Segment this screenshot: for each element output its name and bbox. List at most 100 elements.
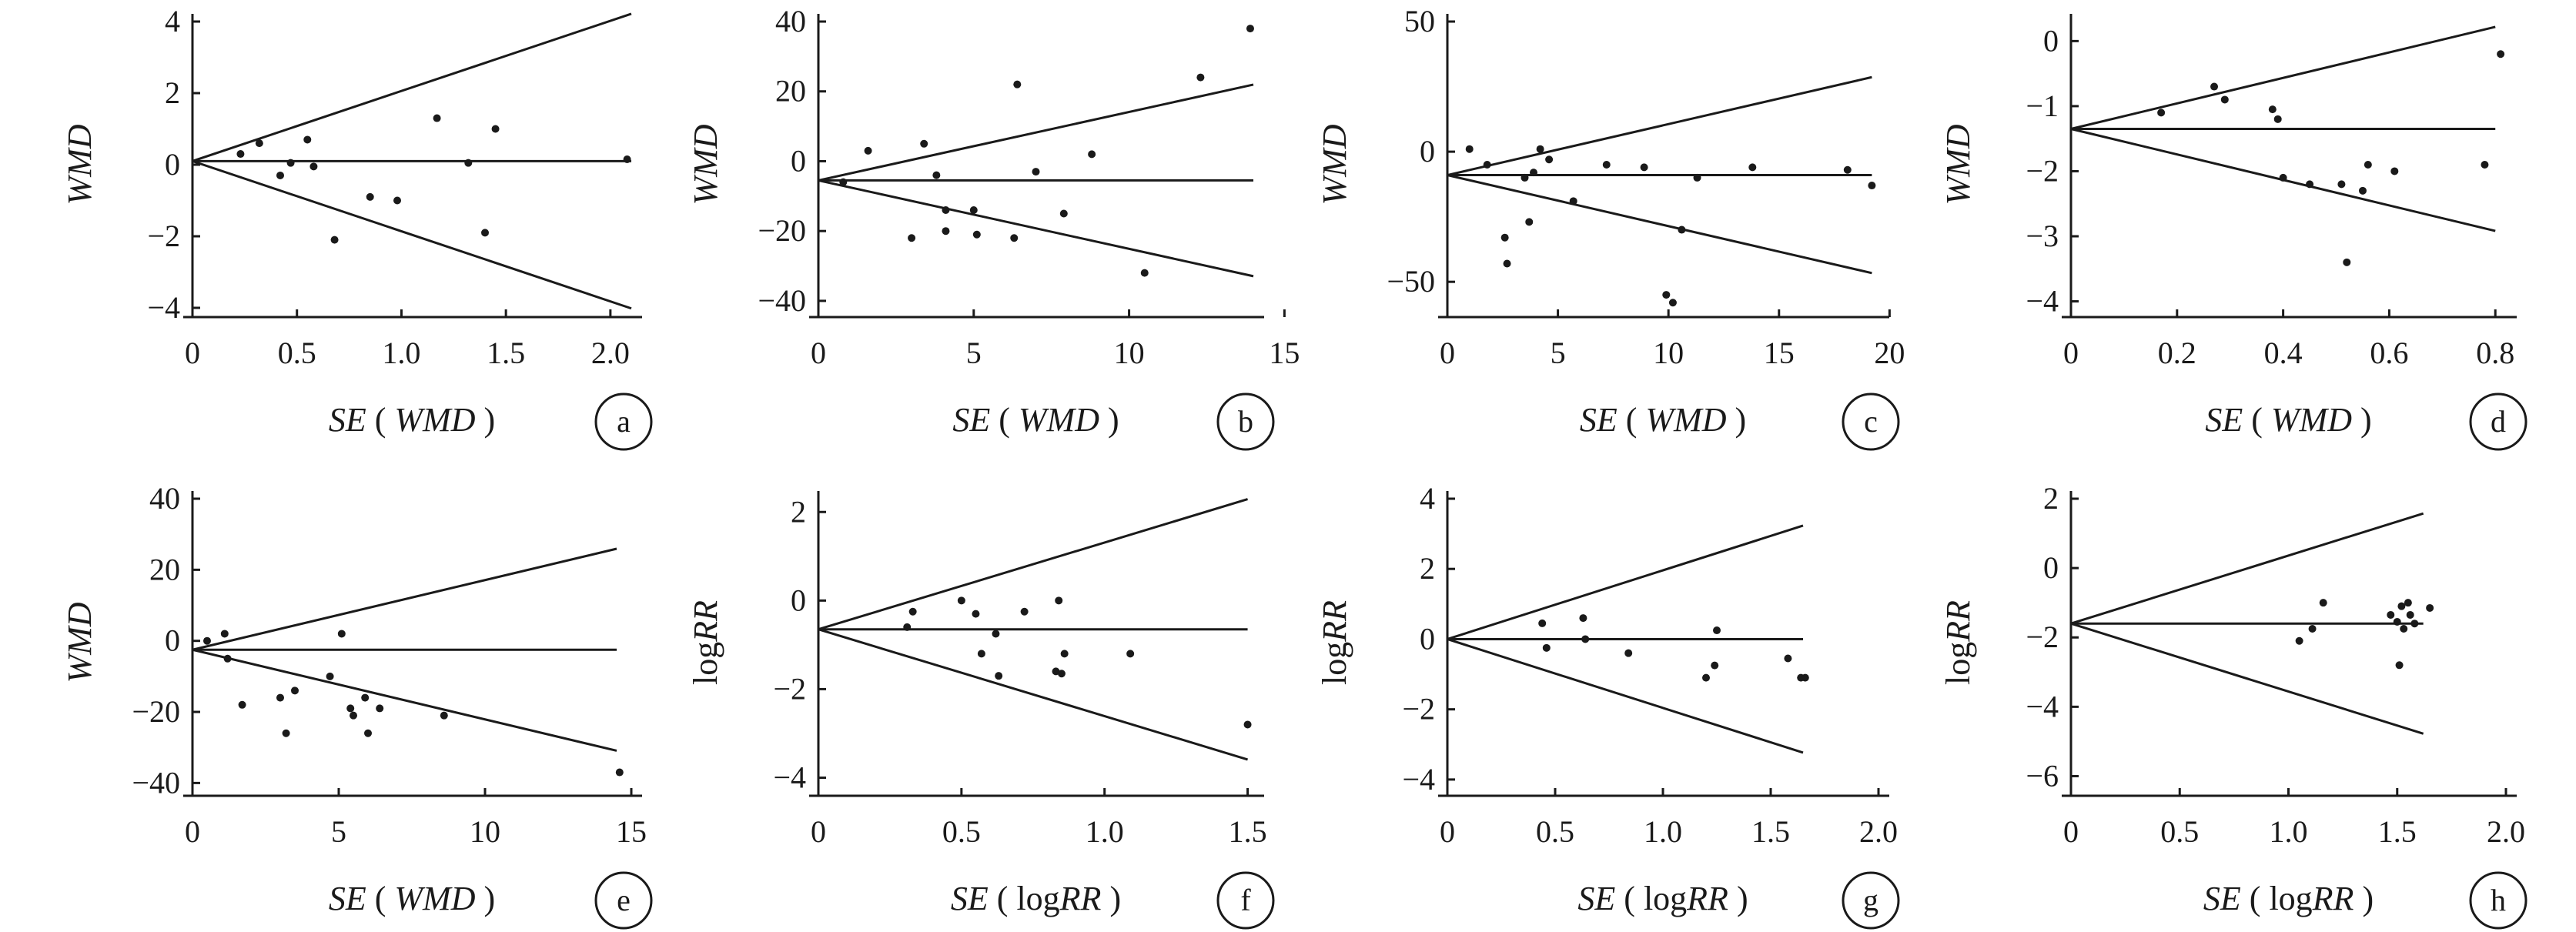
y-axis-label: WMD — [1316, 124, 1353, 205]
panel-badge — [2469, 393, 2527, 451]
study-point — [1243, 720, 1252, 729]
study-point — [1010, 234, 1019, 242]
study-point — [364, 729, 372, 737]
study-point — [839, 178, 848, 186]
study-point — [1020, 607, 1029, 616]
y-tick-label: −2 — [773, 671, 806, 706]
study-point — [2358, 186, 2367, 195]
x-tick-label: 0 — [2063, 336, 2079, 370]
study-point — [464, 159, 473, 167]
x-axis-label: SE ( WMD ) — [329, 401, 495, 439]
y-tick-label: 40 — [149, 481, 180, 516]
y-tick-label: −2 — [1402, 692, 1435, 727]
y-tick-label: −40 — [758, 283, 806, 318]
study-point — [1581, 635, 1590, 643]
study-point — [992, 630, 1000, 638]
x-tick-label: 1.0 — [2270, 814, 2308, 849]
study-point — [995, 672, 1003, 680]
study-point — [957, 596, 965, 605]
x-tick-label: 0 — [185, 336, 200, 370]
x-tick-label: 20 — [1874, 336, 1905, 370]
study-point — [1013, 80, 1022, 89]
x-tick-label: 0 — [1440, 814, 1455, 849]
x-tick-label: 5 — [331, 814, 346, 849]
study-point — [2397, 602, 2406, 610]
y-tick-label: −2 — [2026, 620, 2059, 654]
study-point — [1579, 614, 1587, 623]
y-tick-label: 2 — [791, 494, 806, 529]
study-point — [2343, 258, 2351, 266]
x-tick-label: 0.5 — [942, 814, 981, 849]
study-point — [2279, 173, 2287, 182]
study-point — [1868, 182, 1876, 190]
funnel-upper-limit — [192, 12, 632, 162]
funnel-lower-limit — [818, 628, 1249, 761]
study-point — [393, 196, 401, 205]
y-tick-label: 20 — [149, 552, 180, 586]
x-tick-label: 0.5 — [1536, 814, 1574, 849]
x-tick-label: 0.6 — [2370, 336, 2408, 370]
y-tick-label: −4 — [1402, 762, 1435, 797]
x-tick-label: 0 — [1440, 336, 1455, 370]
study-point — [491, 125, 500, 133]
study-point — [291, 686, 299, 695]
x-tick-label: 0.5 — [2160, 814, 2199, 849]
study-point — [361, 693, 370, 702]
x-tick-label: 1.0 — [382, 336, 420, 370]
panel-letter: g — [1863, 883, 1878, 917]
x-tick-label: 15 — [1764, 336, 1795, 370]
study-point — [1702, 673, 1710, 682]
study-point — [1748, 163, 1757, 172]
x-tick-label: 2.0 — [591, 336, 630, 370]
y-axis-label: logRR — [1939, 600, 1977, 685]
study-point — [1801, 673, 1809, 682]
panel-letter: d — [2491, 404, 2506, 439]
study-point — [440, 711, 448, 720]
panel-badge — [1842, 393, 1900, 451]
study-point — [223, 654, 232, 663]
y-tick-label: −20 — [132, 694, 180, 729]
panel-letter: f — [1240, 883, 1251, 917]
study-point — [2308, 624, 2317, 633]
y-tick-label: 40 — [775, 4, 806, 38]
funnel-lower-limit — [1447, 638, 1804, 754]
study-point — [2404, 599, 2412, 607]
study-point — [972, 230, 981, 239]
study-point — [1032, 168, 1040, 176]
y-tick-label: 0 — [2043, 23, 2059, 58]
study-point — [2220, 95, 2229, 104]
x-axis-label: SE ( logRR ) — [951, 880, 1121, 917]
study-point — [309, 162, 318, 171]
study-point — [238, 700, 246, 709]
study-point — [481, 229, 489, 237]
y-tick-label: −40 — [132, 765, 180, 800]
x-tick-label: 10 — [1114, 336, 1145, 370]
x-axis-label: SE ( logRR ) — [2203, 880, 2374, 917]
study-point — [2497, 50, 2505, 58]
x-tick-label: 1.0 — [1644, 814, 1682, 849]
y-tick-label: 4 — [165, 4, 180, 38]
y-tick-label: −20 — [758, 213, 806, 248]
funnel-upper-limit — [818, 83, 1254, 182]
study-point — [286, 159, 295, 167]
study-point — [203, 636, 211, 645]
x-tick-label: 0 — [811, 336, 826, 370]
panel-badge — [1216, 393, 1275, 451]
y-tick-label: −2 — [147, 219, 180, 253]
study-point — [1483, 161, 1491, 169]
x-axis-label: SE ( logRR ) — [1577, 880, 1748, 917]
study-point — [1678, 225, 1686, 234]
study-point — [1525, 218, 1534, 226]
study-point — [433, 114, 441, 122]
y-tick-label: −4 — [773, 760, 806, 794]
y-tick-label: 0 — [165, 623, 180, 658]
y-tick-label: 50 — [1404, 4, 1435, 38]
funnel-lower-limit — [818, 179, 1254, 278]
y-tick-label: −50 — [1387, 264, 1435, 299]
study-point — [908, 607, 917, 616]
x-axis-label: SE ( WMD ) — [1580, 401, 1746, 439]
x-tick-label: 2.0 — [2487, 814, 2525, 849]
x-tick-label: 1.5 — [2378, 814, 2417, 849]
